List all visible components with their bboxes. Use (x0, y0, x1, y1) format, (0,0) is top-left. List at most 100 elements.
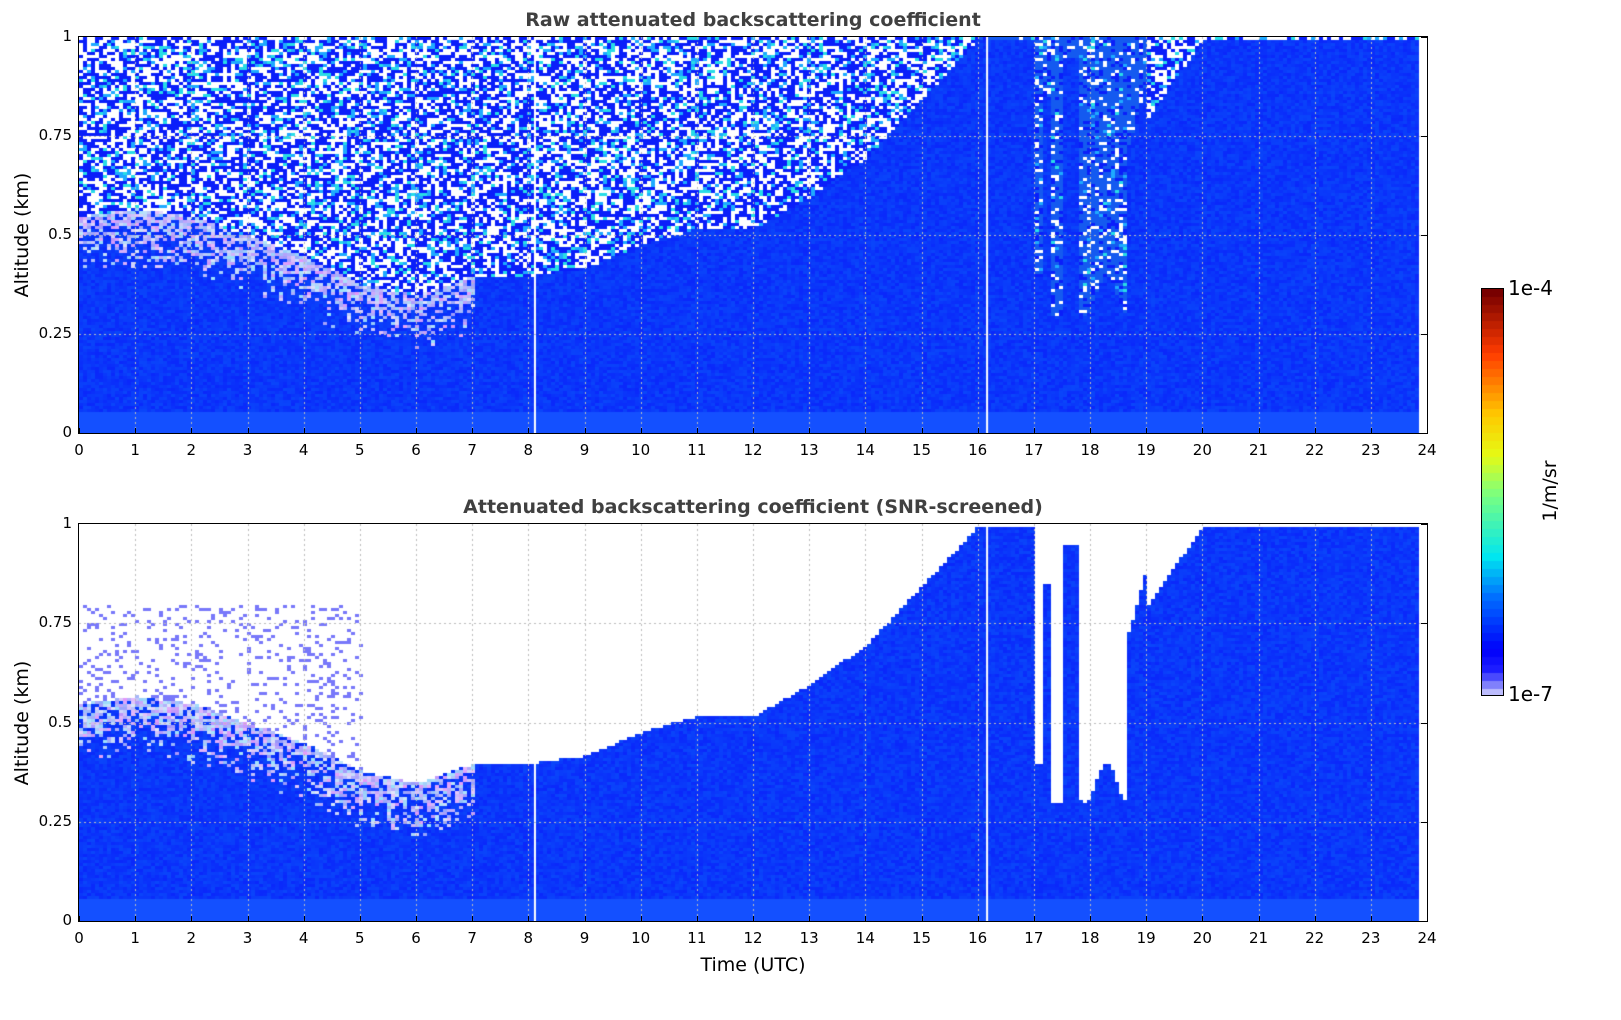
x-tick-label: 21 (1248, 441, 1269, 459)
y-tick-mark (1421, 821, 1427, 823)
x-tick-mark (472, 428, 474, 433)
x-tick-mark (1258, 916, 1260, 921)
x-tick-label: 6 (411, 929, 421, 947)
x-tick-label: 20 (1192, 441, 1212, 459)
x-tick-mark (696, 916, 698, 921)
x-tick-label: 5 (355, 929, 365, 947)
x-tick-label: 2 (186, 441, 197, 459)
x-tick-label: 12 (743, 929, 763, 947)
x-tick-label: 23 (1361, 929, 1381, 947)
x-tick-mark (359, 916, 361, 921)
x-tick-mark (1202, 916, 1204, 921)
x-tick-mark (79, 916, 80, 921)
x-tick-label: 12 (743, 441, 763, 459)
x-tick-label: 4 (298, 929, 309, 947)
x-tick-label: 9 (579, 929, 590, 947)
x-tick-mark (472, 916, 474, 921)
x-tick-mark (977, 916, 979, 921)
y-tick-mark (1421, 37, 1427, 38)
colorbar (1481, 288, 1504, 696)
x-tick-label: 15 (911, 929, 932, 947)
x-tick-label: 13 (799, 441, 819, 459)
x-tick-label: 9 (579, 441, 590, 459)
x-tick-label: 2 (186, 929, 197, 947)
x-tick-mark (1202, 428, 1204, 433)
colorbar-units-label: 1/m/sr (1539, 460, 1561, 522)
x-tick-mark (303, 916, 305, 921)
x-tick-mark (640, 428, 642, 433)
bottom-heatmap (79, 524, 1427, 921)
x-tick-mark (191, 428, 193, 433)
x-tick-mark (753, 428, 754, 433)
x-tick-label: 15 (911, 441, 932, 459)
y-tick-label: 0.5 (48, 225, 72, 243)
x-tick-mark (865, 916, 867, 921)
x-tick-label: 13 (799, 929, 819, 947)
x-tick-mark (696, 428, 698, 433)
x-tick-mark (528, 428, 530, 433)
x-tick-label: 8 (523, 929, 534, 947)
x-tick-mark (416, 428, 417, 433)
x-tick-label: 0 (74, 441, 84, 459)
x-tick-mark (1427, 916, 1428, 921)
x-tick-label: 17 (1024, 929, 1044, 947)
x-tick-label: 17 (1024, 441, 1044, 459)
x-tick-label: 19 (1136, 929, 1156, 947)
x-tick-mark (1146, 916, 1148, 921)
y-tick-mark (1421, 921, 1427, 922)
x-tick-mark (1033, 428, 1035, 433)
x-tick-mark (1033, 916, 1035, 921)
colorbar-min-label: 1e-7 (1508, 682, 1553, 706)
x-tick-label: 11 (687, 929, 707, 947)
x-tick-label: 20 (1192, 929, 1212, 947)
x-tick-label: 7 (467, 929, 477, 947)
y-tick-label: 1 (62, 514, 72, 532)
x-tick-label: 10 (631, 441, 651, 459)
x-tick-label: 10 (631, 929, 651, 947)
x-tick-label: 5 (355, 441, 365, 459)
bottom-panel-title: Attenuated backscattering coefficient (S… (463, 496, 1043, 518)
x-tick-mark (1090, 428, 1091, 433)
y-tick-label: 0.5 (48, 712, 72, 731)
x-tick-label: 3 (242, 929, 253, 947)
x-tick-mark (1370, 916, 1372, 921)
x-tick-label: 21 (1248, 929, 1269, 947)
x-tick-mark (1090, 916, 1091, 921)
x-tick-label: 0 (74, 929, 84, 947)
x-tick-mark (640, 916, 642, 921)
x-tick-label: 1 (130, 441, 140, 459)
x-axis-label: Time (UTC) (700, 954, 806, 976)
x-tick-mark (921, 428, 923, 433)
x-tick-label: 24 (1417, 929, 1437, 947)
x-tick-mark (135, 428, 137, 433)
y-tick-label: 0.75 (38, 613, 72, 632)
x-tick-mark (921, 916, 923, 921)
x-tick-mark (809, 916, 811, 921)
x-tick-label: 16 (968, 441, 988, 459)
x-tick-label: 16 (968, 929, 988, 947)
y-tick-mark (1421, 722, 1427, 724)
x-tick-label: 19 (1136, 441, 1156, 459)
x-tick-mark (1370, 428, 1372, 433)
x-tick-mark (865, 428, 867, 433)
colorbar-max-label: 1e-4 (1508, 276, 1553, 300)
x-tick-mark (191, 916, 193, 921)
x-tick-mark (247, 428, 249, 433)
x-tick-label: 14 (855, 441, 875, 459)
y-tick-label: 0 (62, 911, 72, 929)
top-panel-title: Raw attenuated backscattering coefficien… (525, 9, 981, 31)
x-tick-mark (1314, 428, 1316, 433)
x-tick-mark (1146, 428, 1148, 433)
x-tick-label: 8 (523, 441, 534, 459)
x-tick-mark (303, 428, 305, 433)
y-tick-label: 0.75 (38, 126, 72, 144)
x-tick-mark (135, 916, 137, 921)
x-tick-label: 3 (242, 441, 253, 459)
x-tick-label: 24 (1417, 441, 1437, 459)
x-tick-label: 7 (467, 441, 477, 459)
x-tick-mark (584, 916, 586, 921)
x-tick-label: 23 (1361, 441, 1381, 459)
x-tick-label: 11 (687, 441, 707, 459)
x-tick-label: 18 (1080, 929, 1100, 947)
x-tick-mark (584, 428, 586, 433)
